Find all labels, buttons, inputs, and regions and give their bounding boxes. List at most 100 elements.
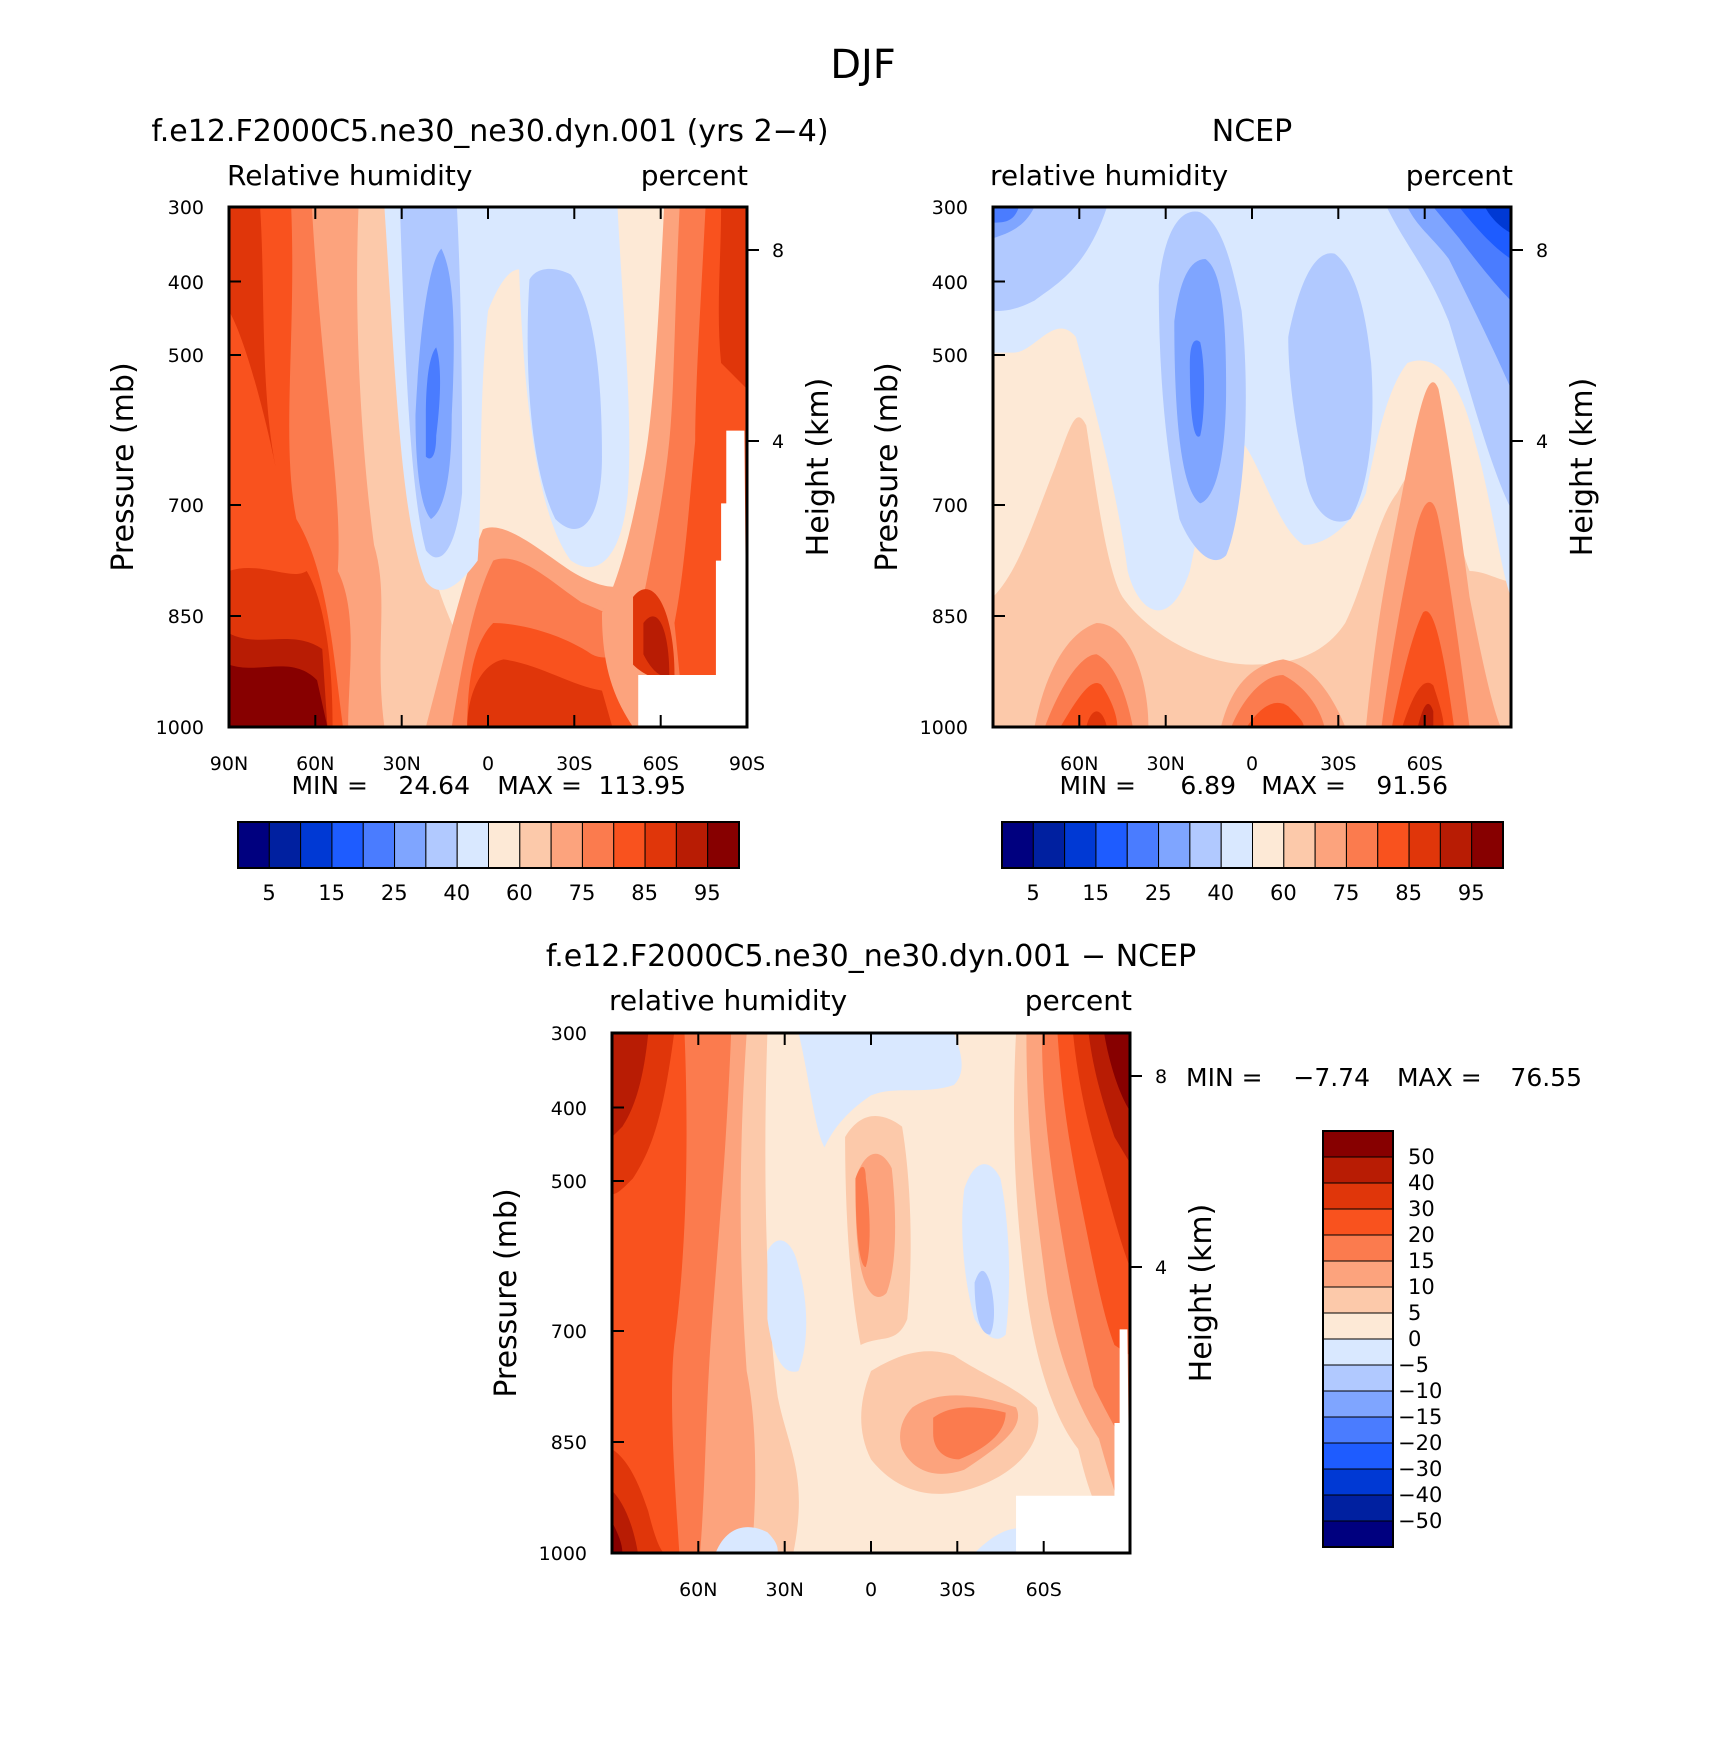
contour-band <box>1288 253 1373 522</box>
colorbar-swatch <box>1322 1338 1394 1366</box>
min-label: MIN = <box>291 771 368 800</box>
y-tick-label: 300 <box>168 197 204 219</box>
colorbar-swatch <box>1064 821 1097 869</box>
colorbar-label: 15 <box>1082 881 1109 905</box>
x-tick-label: 30N <box>383 753 421 775</box>
panel-obs-right-label: percent <box>1406 159 1513 192</box>
colorbar-swatch <box>1377 821 1410 869</box>
colorbar-swatch <box>1322 1364 1394 1392</box>
y-tick-label: 400 <box>932 272 968 294</box>
colorbar-label: 40 <box>1408 1171 1435 1195</box>
panel-obs-stats: MIN = 6.89 MAX = 91.56 <box>1059 771 1448 800</box>
colorbar-label: 30 <box>1408 1197 1435 1221</box>
colorbar-swatch <box>1322 1442 1394 1470</box>
y-tick-label: 300 <box>932 197 968 219</box>
x-tick-label: 90N <box>210 753 248 775</box>
colorbar-swatch <box>1408 821 1441 869</box>
colorbar-swatch <box>300 821 333 869</box>
contour-band <box>1060 683 1118 727</box>
y-tick-label: 1000 <box>539 1543 587 1565</box>
min-label: MIN = <box>1186 1063 1263 1092</box>
x-tick-label: 60N <box>679 1579 717 1601</box>
x-tick-label: 30S <box>939 1579 975 1601</box>
contour-band <box>612 1033 649 1137</box>
y-tick-label: 500 <box>551 1171 587 1193</box>
colorbar-swatch <box>268 821 302 869</box>
panel-obs-height-axis-title: Height (km) <box>1565 378 1600 557</box>
contour-band <box>1246 702 1304 727</box>
colorbar-swatch <box>1345 821 1379 869</box>
colorbar-label: 50 <box>1408 1145 1435 1169</box>
colorbar-swatch <box>581 821 615 869</box>
colorbar-swatch <box>1220 821 1253 869</box>
colorbar-frame <box>237 821 740 869</box>
y-tick-label: 850 <box>932 606 968 628</box>
colorbar-swatch <box>1322 1312 1394 1340</box>
y-tick-label: 500 <box>932 345 968 367</box>
contour-band <box>798 1033 962 1148</box>
height-tick-label: 8 <box>1155 1066 1167 1088</box>
max-value: 113.95 <box>599 771 686 800</box>
colorbar-swatch <box>1322 1130 1394 1158</box>
colorbar-label: 75 <box>1333 881 1360 905</box>
colorbar-label: −5 <box>1398 1353 1429 1377</box>
colorbar-label: −30 <box>1398 1457 1442 1481</box>
y-tick-label: 400 <box>551 1098 587 1120</box>
max-label: MAX = <box>1397 1063 1482 1092</box>
max-label: MAX = <box>1261 771 1346 800</box>
contour-band <box>229 207 276 467</box>
x-tick-label: 0 <box>1246 753 1258 775</box>
colorbar-label: −15 <box>1398 1405 1442 1429</box>
panel-difference-title: f.e12.F2000C5.ne30_ne30.dyn.001 − NCEP <box>546 939 1196 974</box>
panel-obs-left-label: relative humidity <box>990 159 1228 192</box>
panel-difference-field <box>612 1033 1130 1553</box>
max-label: MAX = <box>497 771 582 800</box>
height-tick-label: 8 <box>772 240 784 262</box>
figure-title: DJF <box>830 42 896 88</box>
height-tick-label: 4 <box>1536 431 1548 453</box>
contour-band <box>855 1166 870 1267</box>
min-value: 24.64 <box>398 771 470 800</box>
contour-band <box>643 616 670 677</box>
colorbar-swatch <box>394 821 427 869</box>
x-tick-label: 30S <box>556 753 592 775</box>
colorbar-label: 85 <box>631 881 658 905</box>
x-tick-label: 0 <box>865 1579 877 1601</box>
panel-obs-y-tick-labels: 300 400 500 700 850 1000 <box>920 197 968 739</box>
contour-band <box>1402 682 1444 727</box>
panel-obs-y-axis-title: Pressure (mb) <box>870 362 905 571</box>
colorbar-swatch <box>1283 821 1316 869</box>
colorbar-swatch <box>1095 821 1128 869</box>
contour-band <box>993 207 1107 311</box>
colorbar-frame <box>1322 1130 1394 1548</box>
colorbar-swatch <box>1322 1182 1394 1210</box>
colorbar-frame <box>1001 821 1504 869</box>
colorbar-swatch <box>1252 821 1285 869</box>
contour-band <box>229 664 328 727</box>
y-tick-label: 1000 <box>920 717 968 739</box>
x-tick-label: 60S <box>1026 1579 1062 1601</box>
panel-model-colorbar <box>237 821 740 869</box>
contour-band <box>718 207 747 389</box>
colorbar-swatch <box>1471 821 1504 869</box>
colorbar-swatch <box>1322 1156 1394 1184</box>
colorbar-label: −40 <box>1398 1483 1442 1507</box>
colorbar-swatch <box>1322 1260 1394 1288</box>
colorbar-swatch <box>331 821 364 869</box>
panel-model-y-tick-labels: 300 400 500 700 850 1000 <box>156 197 204 739</box>
colorbar-label: 60 <box>1270 881 1297 905</box>
panel-model-field <box>229 207 747 727</box>
colorbar-label: 40 <box>1207 881 1234 905</box>
max-value: 91.56 <box>1376 771 1448 800</box>
colorbar-label: 5 <box>1026 881 1039 905</box>
panel-model-title: f.e12.F2000C5.ne30_ne30.dyn.001 (yrs 2−4… <box>151 114 828 149</box>
panel-model-axis-ticks <box>229 207 759 727</box>
colorbar-label: 95 <box>694 881 721 905</box>
panel-obs-colorbar-labels: 5 15 25 40 60 75 85 95 <box>1026 881 1484 905</box>
colorbar-swatch <box>1314 821 1347 869</box>
colorbar-label: 20 <box>1408 1223 1435 1247</box>
colorbar-label: 5 <box>262 881 275 905</box>
contour-band <box>993 207 1511 611</box>
panel-difference-height-axis-title: Height (km) <box>1184 1204 1219 1383</box>
colorbar-swatch <box>1322 1234 1394 1262</box>
